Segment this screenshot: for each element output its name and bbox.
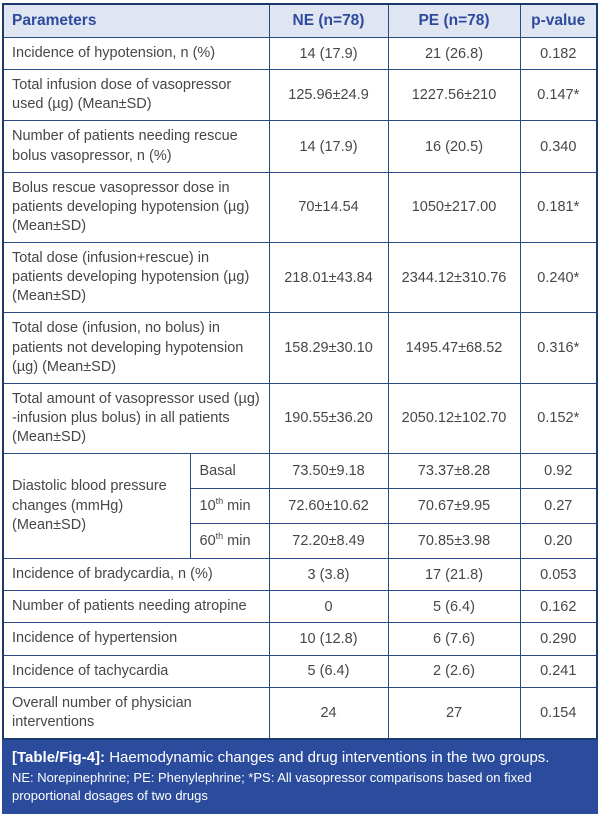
param-cell: Total infusion dose of vasopressor used …: [2, 69, 270, 122]
table-row: Total dose (infusion+rescue) in patients…: [2, 241, 598, 314]
pe-cell: 2 (2.6): [387, 654, 521, 688]
ne-cell: 218.01±43.84: [268, 241, 389, 314]
p-cell: 0.154: [519, 686, 598, 740]
table-row: Bolus rescue vasopressor dose in patient…: [2, 171, 598, 244]
header-ne: NE (n=78): [268, 3, 389, 38]
p-cell: 0.92: [519, 453, 598, 490]
table-row: Incidence of bradycardia, n (%) 3 (3.8) …: [2, 558, 598, 592]
p-cell: 0.053: [519, 558, 598, 592]
haemodynamic-table: Parameters NE (n=78) PE (n=78) p-value I…: [2, 3, 599, 740]
table-row: Overall number of physician intervention…: [2, 686, 598, 740]
pe-cell: 17 (21.8): [387, 558, 521, 592]
time-unit: min: [223, 533, 251, 550]
header-pe: PE (n=78): [387, 3, 521, 38]
pe-cell: 5 (6.4): [387, 590, 521, 624]
ordinal-superscript: th: [215, 531, 224, 542]
time-unit: min: [223, 498, 251, 515]
param-cell: Overall number of physician intervention…: [2, 686, 270, 740]
time-label: 60: [199, 533, 216, 550]
p-cell: 0.241: [519, 654, 598, 688]
ne-cell: 10 (12.8): [268, 622, 389, 656]
ne-cell: 14 (17.9): [268, 36, 389, 71]
table-row: Total amount of vasopressor used (µg) -i…: [2, 382, 598, 455]
table-row-diastolic-basal: Diastolic blood pressure changes (mmHg) …: [2, 453, 598, 560]
param-cell: Incidence of bradycardia, n (%): [2, 558, 270, 592]
param-cell: Number of patients needing rescue bolus …: [2, 120, 270, 173]
ne-cell: 24: [268, 686, 389, 740]
pe-cell: 16 (20.5): [387, 120, 521, 173]
time-label: Basal: [199, 463, 236, 480]
caption-title-text: Haemodynamic changes and drug interventi…: [105, 748, 550, 766]
caption-abbreviations-note: NE: Norepinephrine; PE: Phenylephrine; *…: [12, 770, 532, 804]
param-cell: Incidence of hypotension, n (%): [2, 36, 270, 71]
ne-cell: 72.20±8.49: [268, 523, 389, 560]
ne-cell: 3 (3.8): [268, 558, 389, 592]
ordinal-superscript: th: [215, 496, 224, 507]
caption-title: [Table/Fig-4]: Haemodynamic changes and …: [12, 748, 588, 768]
pe-cell: 70.67±9.95: [387, 488, 521, 525]
header-parameters: Parameters: [2, 3, 270, 38]
ne-cell: 0: [268, 590, 389, 624]
param-cell: Incidence of tachycardia: [2, 654, 270, 688]
pe-cell: 1495.47±68.52: [387, 312, 521, 384]
ne-cell: 125.96±24.9: [268, 69, 389, 122]
p-cell: 0.162: [519, 590, 598, 624]
ne-cell: 73.50±9.18: [268, 453, 389, 490]
pe-cell: 73.37±8.28: [387, 453, 521, 490]
p-cell: 0.27: [519, 488, 598, 525]
ne-cell: 190.55±36.20: [268, 382, 389, 455]
pe-cell: 27: [387, 686, 521, 740]
ne-cell: 70±14.54: [268, 171, 389, 244]
table-row: Incidence of hypertension 10 (12.8) 6 (7…: [2, 622, 598, 656]
pe-cell: 6 (7.6): [387, 622, 521, 656]
ne-cell: 158.29±30.10: [268, 312, 389, 384]
diastolic-label-cell: Diastolic blood pressure changes (mmHg) …: [2, 453, 191, 560]
param-cell: Bolus rescue vasopressor dose in patient…: [2, 171, 270, 244]
p-cell: 0.340: [519, 120, 598, 173]
time-label: 10: [199, 498, 216, 515]
ne-cell: 5 (6.4): [268, 654, 389, 688]
pe-cell: 2344.12±310.76: [387, 241, 521, 314]
time-cell: 60th min: [189, 523, 270, 560]
time-cell: 10th min: [189, 488, 270, 525]
param-cell: Total dose (infusion, no bolus) in patie…: [2, 312, 270, 384]
header-row: Parameters NE (n=78) PE (n=78) p-value: [2, 3, 598, 38]
ne-cell: 14 (17.9): [268, 120, 389, 173]
pe-cell: 70.85±3.98: [387, 523, 521, 560]
param-cell: Incidence of hypertension: [2, 622, 270, 656]
p-cell: 0.152*: [519, 382, 598, 455]
pe-cell: 2050.12±102.70: [387, 382, 521, 455]
table-row: Incidence of hypotension, n (%) 14 (17.9…: [2, 36, 598, 71]
table-row: Total infusion dose of vasopressor used …: [2, 69, 598, 122]
pe-cell: 21 (26.8): [387, 36, 521, 71]
p-cell: 0.316*: [519, 312, 598, 384]
p-cell: 0.181*: [519, 171, 598, 244]
p-cell: 0.20: [519, 523, 598, 560]
param-cell: Total amount of vasopressor used (µg) -i…: [2, 382, 270, 455]
p-cell: 0.290: [519, 622, 598, 656]
table-row: Number of patients needing rescue bolus …: [2, 120, 598, 173]
table-row-diastolic-10min: 10th min 72.60±10.62 70.67±9.95 0.27: [3, 488, 598, 525]
table-row: Total dose (infusion, no bolus) in patie…: [2, 312, 598, 384]
header-p-value: p-value: [519, 3, 598, 38]
ne-cell: 72.60±10.62: [268, 488, 389, 525]
p-cell: 0.240*: [519, 241, 598, 314]
p-cell: 0.182: [519, 36, 598, 71]
table-row: Number of patients needing atropine 0 5 …: [2, 590, 598, 624]
table-row: Incidence of tachycardia 5 (6.4) 2 (2.6)…: [2, 654, 598, 688]
time-cell: Basal: [189, 453, 270, 490]
table-caption: [Table/Fig-4]: Haemodynamic changes and …: [2, 739, 598, 815]
p-cell: 0.147*: [519, 69, 598, 122]
caption-figure-label: [Table/Fig-4]:: [12, 748, 106, 766]
param-cell: Total dose (infusion+rescue) in patients…: [2, 241, 270, 314]
param-cell: Number of patients needing atropine: [2, 590, 270, 624]
pe-cell: 1050±217.00: [387, 171, 521, 244]
pe-cell: 1227.56±210: [387, 69, 521, 122]
